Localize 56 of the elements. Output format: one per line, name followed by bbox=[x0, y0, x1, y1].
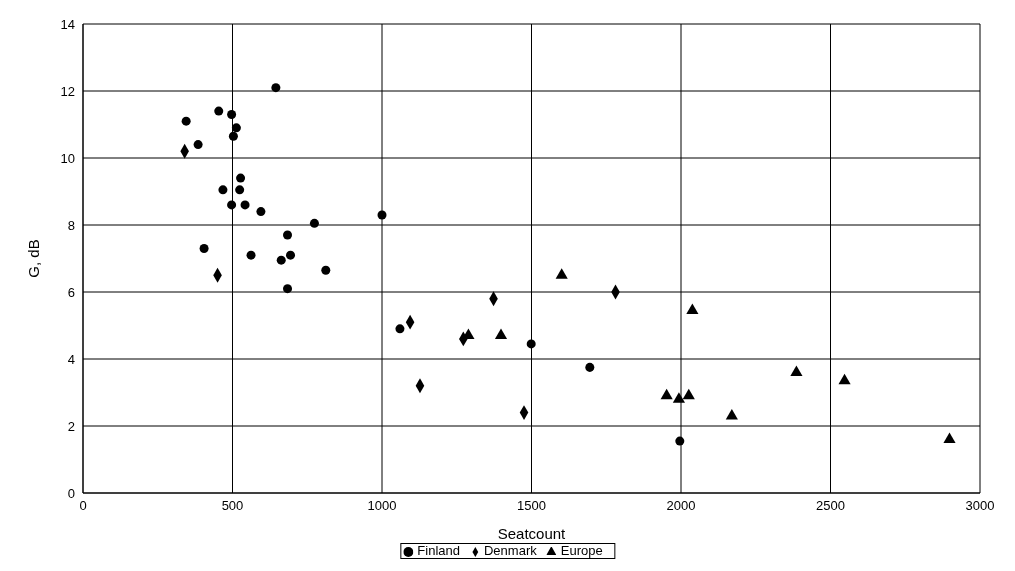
x-tick-label: 1500 bbox=[517, 498, 546, 514]
y-tick-label: 4 bbox=[67, 351, 75, 367]
y-tick-label: 0 bbox=[67, 485, 75, 501]
point bbox=[526, 339, 536, 349]
x-tick-label: 0 bbox=[79, 498, 87, 514]
point bbox=[943, 432, 956, 443]
legend-label: Denmark bbox=[483, 543, 537, 558]
y-tick-label: 2 bbox=[67, 418, 75, 434]
x-tick-label: 500 bbox=[221, 498, 244, 514]
point bbox=[285, 250, 296, 260]
point bbox=[271, 83, 281, 93]
point bbox=[227, 109, 237, 119]
point bbox=[256, 207, 266, 217]
x-tick-label: 1000 bbox=[367, 498, 397, 514]
x-tick-label: 3000 bbox=[965, 498, 995, 514]
point bbox=[682, 388, 695, 400]
point bbox=[231, 123, 241, 133]
point bbox=[675, 436, 685, 446]
point bbox=[686, 303, 699, 314]
x-axis-title: Seatcount bbox=[497, 525, 567, 542]
point bbox=[193, 140, 203, 150]
point bbox=[283, 284, 293, 294]
y-tick-label: 14 bbox=[60, 16, 75, 32]
point bbox=[276, 255, 286, 265]
point bbox=[218, 185, 228, 195]
x-tick-label: 2500 bbox=[816, 498, 845, 514]
point bbox=[309, 218, 319, 228]
legend-label: Finland bbox=[417, 543, 460, 558]
point bbox=[181, 116, 191, 126]
point bbox=[555, 268, 568, 279]
point bbox=[199, 243, 209, 253]
point bbox=[395, 324, 405, 334]
point bbox=[321, 265, 331, 275]
point bbox=[838, 373, 851, 385]
legend-label: Europe bbox=[560, 543, 603, 558]
point bbox=[725, 408, 738, 420]
y-tick-label: 8 bbox=[67, 217, 75, 233]
point bbox=[227, 200, 237, 210]
point bbox=[235, 185, 245, 195]
y-tick-label: 6 bbox=[67, 284, 75, 300]
y-axis-title: G, dB bbox=[25, 239, 43, 278]
point bbox=[672, 392, 685, 403]
x-tick-label: 2000 bbox=[666, 498, 696, 514]
point bbox=[660, 388, 673, 400]
point bbox=[494, 328, 508, 340]
y-tick-label: 10 bbox=[60, 150, 75, 166]
point bbox=[214, 106, 224, 116]
y-tick-label: 12 bbox=[60, 83, 75, 99]
point bbox=[283, 230, 293, 240]
point bbox=[790, 365, 803, 376]
point bbox=[246, 250, 256, 260]
point bbox=[377, 210, 387, 220]
point bbox=[585, 362, 595, 372]
point bbox=[228, 131, 238, 141]
point bbox=[240, 200, 250, 210]
point bbox=[236, 173, 246, 183]
